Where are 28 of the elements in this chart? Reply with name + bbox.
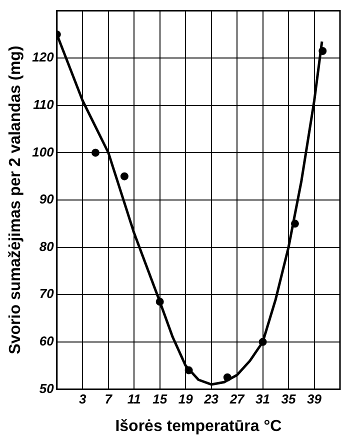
x-tick-label: 11	[127, 392, 141, 407]
y-tick-label: 100	[32, 144, 55, 160]
y-tick-label: 90	[39, 192, 55, 207]
point	[156, 298, 164, 306]
point	[91, 148, 100, 157]
y-tick-label: 80	[39, 238, 55, 254]
point	[184, 366, 193, 374]
x-tick-label: 3	[79, 392, 88, 407]
point	[223, 373, 232, 382]
x-tick-label: 39	[307, 392, 322, 407]
x-tick-label: 31	[256, 392, 270, 407]
point	[318, 47, 327, 56]
x-tick-label: 23	[203, 392, 220, 407]
y-tick-label: 120	[32, 50, 55, 65]
point	[120, 172, 128, 180]
x-tick-label: 19	[178, 392, 194, 407]
x-tick-label: 15	[152, 392, 168, 407]
x-tick-label: 27	[228, 392, 246, 407]
y-tick-label: 50	[39, 380, 55, 396]
point	[258, 338, 267, 346]
x-tick-label: 35	[281, 392, 297, 407]
x-tick-label: 7	[104, 392, 113, 407]
y-tick-label: 60	[39, 333, 55, 348]
point	[290, 220, 299, 228]
x-axis-title: Išorės temperatūra °C	[115, 418, 282, 435]
y-tick-label: 70	[39, 286, 55, 302]
y-tick-label: 110	[33, 96, 55, 112]
y-axis-title: Svorio sumažėjimas per 2 valandas (mg)	[7, 46, 24, 354]
